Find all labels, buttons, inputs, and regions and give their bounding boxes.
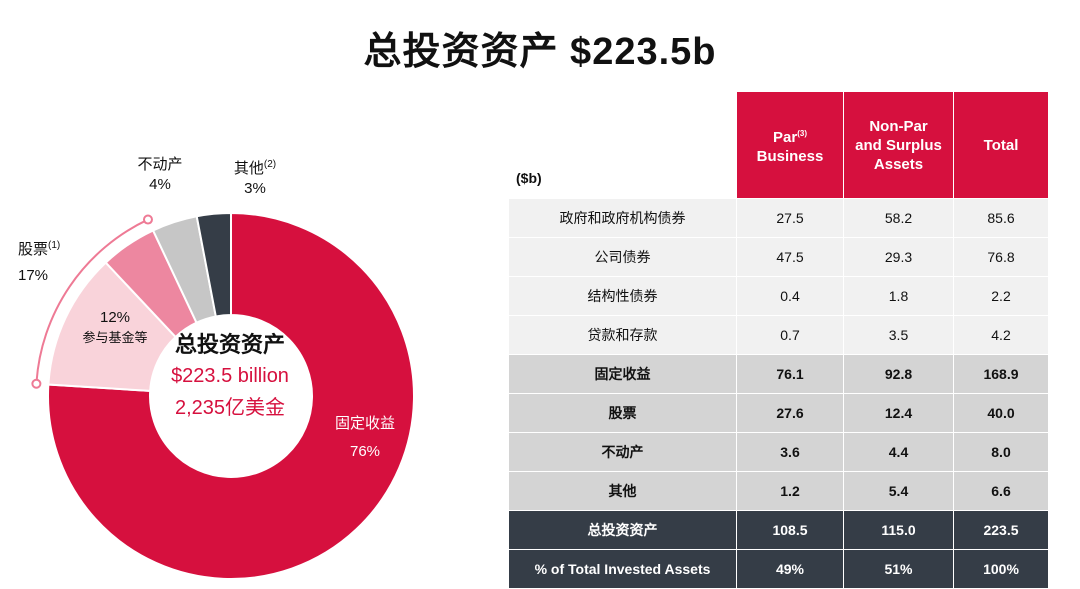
table-cell: 223.5 bbox=[953, 510, 1048, 549]
row-label: 总投资资产 bbox=[508, 510, 736, 549]
callout-stocks-footnote: (1) bbox=[48, 240, 61, 251]
table-cell: 47.5 bbox=[736, 237, 843, 276]
table-body: 政府和政府机构债券 27.5 58.2 85.6 公司债券 47.5 29.3 76.8 结构性… bbox=[508, 198, 1048, 588]
slice-label-other-footnote: (2) bbox=[263, 159, 277, 170]
table-cell: 27.6 bbox=[736, 393, 843, 432]
page-title: 总投资资产 $223.5b bbox=[363, 31, 717, 73]
col-header-par: Par(3) Business bbox=[736, 92, 843, 198]
slice-0 bbox=[47, 211, 415, 580]
col-header-nonpar-label: Non-Par bbox=[869, 117, 928, 135]
table-cell: 0.7 bbox=[736, 315, 843, 354]
callout-stocks-name: 股票 bbox=[18, 241, 49, 258]
stocks-bracket bbox=[35, 218, 149, 384]
table-cell: 76.1 bbox=[736, 354, 843, 393]
table-cell: 6.6 bbox=[953, 471, 1048, 510]
table-cell: 4.2 bbox=[953, 315, 1048, 354]
col-header-nonpar: Non-Par and Surplus Assets bbox=[843, 92, 953, 198]
row-label: 股票 bbox=[508, 393, 736, 432]
table-row: 结构性债券 0.4 1.8 2.2 bbox=[508, 276, 1048, 315]
table-cell: 8.0 bbox=[953, 432, 1048, 471]
table-cell: 100% bbox=[953, 549, 1048, 588]
center-usd: $223.5 billion bbox=[171, 365, 289, 387]
unit-label: ($b) bbox=[508, 92, 736, 198]
table-cell: 108.5 bbox=[736, 510, 843, 549]
table-cell: 168.9 bbox=[953, 354, 1048, 393]
col-header-par-label2: Business bbox=[756, 148, 824, 165]
col-header-total: Total bbox=[953, 92, 1048, 198]
table-cell: 76.8 bbox=[953, 237, 1048, 276]
table-cell: 1.8 bbox=[843, 276, 953, 315]
slice-label-other-name: 其他 bbox=[233, 160, 264, 177]
slice-label-funds-value: 12% bbox=[99, 309, 131, 326]
table-cell: 12.4 bbox=[843, 393, 953, 432]
col-header-par-footnote: (3) bbox=[797, 129, 807, 138]
slice-label-realestate: 不动产 4% bbox=[125, 155, 195, 195]
slice-label-fixed-income-value: 76% bbox=[349, 443, 381, 460]
row-label: % of Total Invested Assets bbox=[508, 549, 736, 588]
table-cell: 0.4 bbox=[736, 276, 843, 315]
table-cell: 49% bbox=[736, 549, 843, 588]
table-cell: 58.2 bbox=[843, 198, 953, 237]
row-label: 公司债券 bbox=[508, 237, 736, 276]
table-row: % of Total Invested Assets 49% 51% 100% bbox=[508, 549, 1048, 588]
col-header-nonpar-label3: Assets bbox=[873, 155, 924, 173]
row-label: 贷款和存款 bbox=[508, 315, 736, 354]
col-header-nonpar-label2: and Surplus bbox=[855, 136, 942, 154]
table-row: 总投资资产 108.5 115.0 223.5 bbox=[508, 510, 1048, 549]
table-cell: 115.0 bbox=[843, 510, 953, 549]
table-cell: 40.0 bbox=[953, 393, 1048, 432]
slice-label-other-value: 3% bbox=[244, 180, 266, 197]
table-cell: 1.2 bbox=[736, 471, 843, 510]
row-label: 固定收益 bbox=[508, 354, 736, 393]
table-cell: 85.6 bbox=[953, 198, 1048, 237]
slice-label-realestate-value: 4% bbox=[149, 176, 171, 193]
table-row: 其他 1.2 5.4 6.6 bbox=[508, 471, 1048, 510]
col-header-par-label: Par bbox=[773, 129, 798, 146]
row-label: 其他 bbox=[508, 471, 736, 510]
table-cell: 2.2 bbox=[953, 276, 1048, 315]
donut-center: 总投资资产 $223.5 billion 2,235亿美金 bbox=[140, 330, 320, 424]
table-header-row: ($b) Par(3) Business Non-Par and Surplus… bbox=[508, 92, 1048, 198]
slice-label-realestate-name: 不动产 bbox=[137, 156, 183, 173]
donut-chart bbox=[31, 211, 415, 580]
callout-stocks: 股票(1) 17% bbox=[18, 236, 78, 286]
table-cell: 27.5 bbox=[736, 198, 843, 237]
table-cell: 92.8 bbox=[843, 354, 953, 393]
stocks-bracket-end-1 bbox=[142, 214, 153, 225]
slice-label-funds-name: 参与基金等 bbox=[82, 330, 148, 345]
table-cell: 3.5 bbox=[843, 315, 953, 354]
table-cell: 3.6 bbox=[736, 432, 843, 471]
table-cell: 51% bbox=[843, 549, 953, 588]
slice-label-fixed-income-name: 固定收益 bbox=[334, 415, 395, 432]
table-row: 固定收益 76.1 92.8 168.9 bbox=[508, 354, 1048, 393]
table-row: 公司债券 47.5 29.3 76.8 bbox=[508, 237, 1048, 276]
row-label: 结构性债券 bbox=[508, 276, 736, 315]
center-title: 总投资资产 bbox=[174, 332, 285, 357]
table-row: 贷款和存款 0.7 3.5 4.2 bbox=[508, 315, 1048, 354]
callout-stocks-value: 17% bbox=[18, 267, 49, 284]
center-cny: 2,235亿美金 bbox=[174, 397, 286, 419]
slice-label-funds: 12% 参与基金等 bbox=[60, 308, 170, 348]
table-row: 不动产 3.6 4.4 8.0 bbox=[508, 432, 1048, 471]
asset-table: ($b) Par(3) Business Non-Par and Surplus… bbox=[508, 92, 1048, 588]
table-cell: 5.4 bbox=[843, 471, 953, 510]
table-cell: 29.3 bbox=[843, 237, 953, 276]
table-row: 政府和政府机构债券 27.5 58.2 85.6 bbox=[508, 198, 1048, 237]
table-cell: 4.4 bbox=[843, 432, 953, 471]
table-row: 股票 27.6 12.4 40.0 bbox=[508, 393, 1048, 432]
slice-4 bbox=[195, 211, 232, 318]
slice-label-other: 其他(2) 3% bbox=[215, 155, 295, 199]
row-label: 政府和政府机构债券 bbox=[508, 198, 736, 237]
slice-label-fixed-income: 固定收益 76% bbox=[320, 414, 410, 462]
row-label: 不动产 bbox=[508, 432, 736, 471]
stocks-bracket-end-0 bbox=[31, 378, 42, 389]
